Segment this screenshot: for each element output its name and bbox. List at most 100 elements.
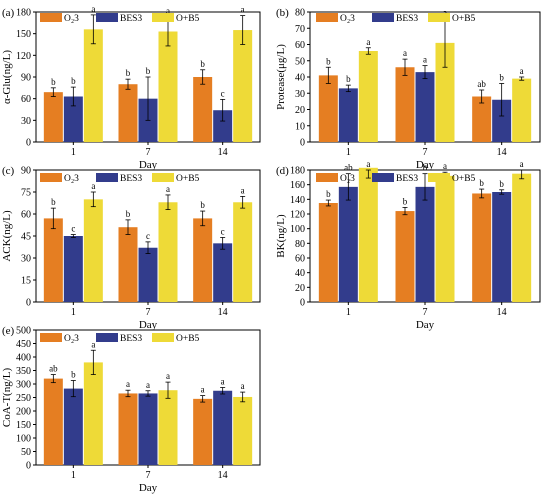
significance-letter: a [443,8,447,18]
significance-letter: c [221,88,225,98]
y-tick-label: 0 [26,461,31,472]
bar [118,227,138,302]
x-tick-label: 7 [146,470,151,481]
bar [318,75,338,142]
legend-label: BES3 [120,174,142,184]
legend-swatch [40,173,62,182]
chart-panel: (e) 0 50 100 150 200 250 300 350 400 450 500 CoA-T(n… [1,325,261,494]
bar [512,173,532,302]
legend-swatch [316,13,338,22]
x-axis-label: Day [139,159,158,171]
bar [193,77,213,142]
x-axis-label: Day [416,159,435,171]
legend-label: O+B5 [176,334,200,344]
bar [43,378,63,465]
bar [158,390,178,465]
y-tick-label: 90 [21,166,31,177]
legend-label: BES3 [120,14,142,24]
significance-letter: a [126,379,130,389]
significance-letter: b [51,77,56,87]
significance-letter: a [423,55,427,65]
significance-letter: b [499,73,504,83]
x-tick-label: 1 [346,307,351,318]
legend: O₂3 BES3 O+B5 [40,173,200,184]
x-tick-label: 14 [218,147,228,158]
y-tick-label: 0 [26,138,31,149]
x-tick-label: 14 [218,470,228,481]
significance-letter: a [91,181,95,191]
significance-letter: b [403,196,408,206]
x-tick-label: 14 [218,307,228,318]
significance-letter: b [326,189,331,199]
bar [193,218,213,302]
bar [338,186,358,302]
legend-swatch [96,13,118,22]
y-tick-label: 15 [21,276,31,287]
bar [358,51,378,142]
significance-letter: a [146,380,150,390]
bar [63,96,83,142]
x-tick-label: 1 [346,147,351,158]
panel-label: (a) [2,7,15,19]
legend-label: O+B5 [452,14,476,24]
bar [512,78,532,142]
bar [395,67,415,142]
y-axis-label: α-Glu(ng/L) [1,50,13,104]
y-tick-label: 120 [290,210,305,221]
significance-letter: b [499,179,504,189]
bar [158,202,178,302]
y-tick-label: 140 [290,195,305,206]
y-tick-label: 350 [16,366,31,377]
x-tick-label: 14 [497,307,507,318]
y-tick-label: 30 [21,116,31,127]
bar [118,84,138,142]
significance-letter: b [423,163,428,173]
x-tick-label: 1 [71,147,76,158]
legend-label: BES3 [396,14,418,24]
legend-swatch [96,173,118,182]
y-tick-label: 80 [295,8,305,19]
y-tick-label: 0 [300,298,305,309]
panel-label: (e) [2,325,15,337]
x-axis-label: Day [139,319,158,331]
significance-letter: a [366,37,370,47]
y-tick-label: 30 [295,89,305,100]
significance-letter: b [146,66,151,76]
bar [415,72,435,142]
significance-letter: b [200,200,205,210]
y-tick-label: 20 [295,283,305,294]
legend-label: O₂3 [64,174,79,184]
y-tick-label: 60 [295,40,305,51]
legend-swatch [40,13,62,22]
bar [158,31,178,142]
panel-label: (d) [276,165,289,177]
x-tick-label: 7 [146,147,151,158]
y-tick-label: 40 [295,268,305,279]
bar [83,199,103,302]
bar [193,398,213,465]
y-axis-label: CoA-T(ng/L) [1,368,13,428]
bar [213,243,233,302]
bar [213,390,233,465]
y-tick-label: 80 [295,239,305,250]
legend-label: O+B5 [452,174,476,184]
x-tick-label: 7 [423,147,428,158]
x-tick-label: 7 [146,307,151,318]
bar [338,88,358,142]
significance-letter: a [91,4,95,14]
significance-letter: a [520,159,524,169]
significance-letter: a [166,6,170,16]
legend-label: O₂3 [340,174,355,184]
y-tick-label: 70 [295,24,305,35]
significance-letter: a [241,5,245,15]
legend-label: O+B5 [176,14,200,24]
bar [435,175,455,302]
bar [318,203,338,302]
chart-panel: (c) 0 15 30 45 60 75 90 ACK(ng/L) 1 b c a 7 b c a 14 b c a Da… [1,165,261,331]
legend-label: BES3 [120,334,142,344]
legend-label: O₂3 [340,14,355,24]
significance-letter: a [241,381,245,391]
significance-letter: b [51,197,56,207]
